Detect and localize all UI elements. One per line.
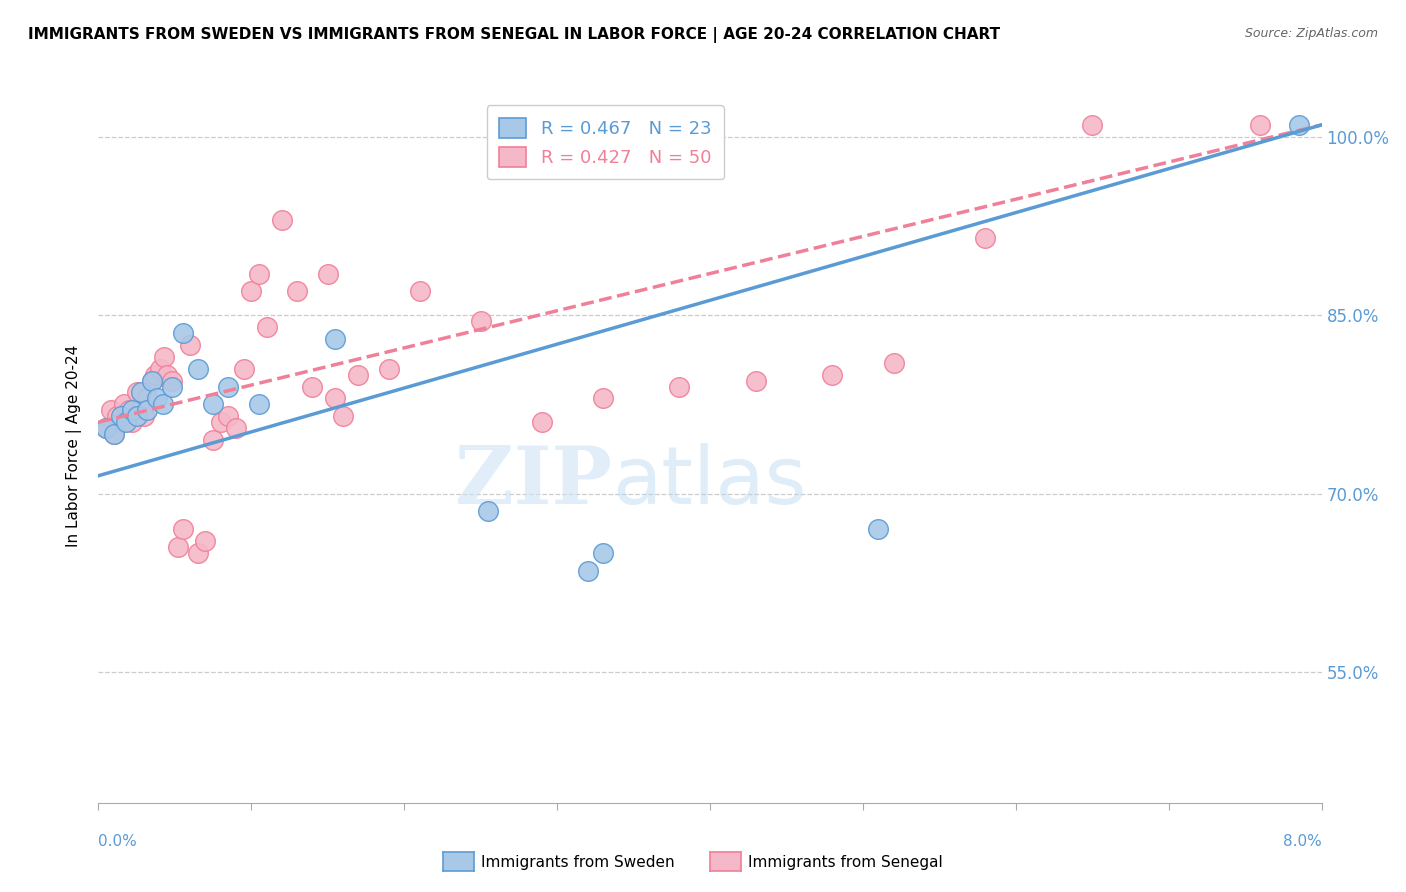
Point xyxy=(160,374,183,388)
Point xyxy=(136,403,159,417)
Point xyxy=(160,379,183,393)
Text: Immigrants from Senegal: Immigrants from Senegal xyxy=(748,855,943,870)
Point xyxy=(745,374,768,388)
Point xyxy=(194,534,217,549)
Point xyxy=(301,379,323,393)
Point xyxy=(134,409,156,424)
Point xyxy=(141,374,163,388)
Point xyxy=(592,546,614,560)
Point xyxy=(103,427,125,442)
Point xyxy=(477,504,499,518)
Point xyxy=(1081,118,1104,132)
Point xyxy=(821,368,844,382)
Point xyxy=(202,433,225,447)
Point xyxy=(232,361,254,376)
Point xyxy=(1288,118,1310,132)
Point xyxy=(172,326,194,340)
Point xyxy=(94,421,117,435)
Point xyxy=(100,403,122,417)
Point xyxy=(668,379,690,393)
Point xyxy=(247,267,270,281)
Point xyxy=(530,415,553,429)
Point xyxy=(187,361,209,376)
Point xyxy=(868,522,890,536)
Point xyxy=(408,285,430,299)
Point xyxy=(187,546,209,560)
Legend: R = 0.467   N = 23, R = 0.427   N = 50: R = 0.467 N = 23, R = 0.427 N = 50 xyxy=(486,105,724,179)
Point xyxy=(217,409,239,424)
Point xyxy=(217,379,239,393)
Point xyxy=(325,332,347,346)
Text: Immigrants from Sweden: Immigrants from Sweden xyxy=(481,855,675,870)
Point xyxy=(270,213,294,227)
Point xyxy=(883,356,905,370)
Text: Source: ZipAtlas.com: Source: ZipAtlas.com xyxy=(1244,27,1378,40)
Point xyxy=(94,421,117,435)
Point xyxy=(179,338,201,352)
Point xyxy=(136,392,159,406)
Point xyxy=(576,564,599,578)
Point xyxy=(125,409,148,424)
Point xyxy=(247,397,270,411)
Text: 0.0%: 0.0% xyxy=(98,834,138,849)
Point xyxy=(141,374,163,388)
Text: 8.0%: 8.0% xyxy=(1282,834,1322,849)
Point xyxy=(118,403,141,417)
Point xyxy=(347,368,370,382)
Point xyxy=(167,540,190,554)
Point xyxy=(105,409,128,424)
Point xyxy=(115,415,138,429)
Point xyxy=(121,415,143,429)
Point xyxy=(110,415,132,429)
Point xyxy=(332,409,354,424)
Point xyxy=(592,392,614,406)
Point xyxy=(225,421,247,435)
Y-axis label: In Labor Force | Age 20-24: In Labor Force | Age 20-24 xyxy=(66,345,83,547)
Point xyxy=(209,415,232,429)
Point xyxy=(470,314,492,328)
Point xyxy=(121,403,143,417)
Point xyxy=(974,231,997,245)
Point xyxy=(325,392,347,406)
Point xyxy=(285,285,308,299)
Point xyxy=(129,385,152,400)
Point xyxy=(152,397,174,411)
Point xyxy=(112,397,135,411)
Point xyxy=(143,368,166,382)
Point xyxy=(125,385,148,400)
Point xyxy=(153,350,176,364)
Point xyxy=(110,409,132,424)
Point xyxy=(256,320,278,334)
Text: ZIP: ZIP xyxy=(456,442,612,521)
Point xyxy=(149,361,172,376)
Point xyxy=(240,285,263,299)
Text: atlas: atlas xyxy=(612,442,807,521)
Point xyxy=(172,522,194,536)
Point xyxy=(316,267,339,281)
Point xyxy=(1249,118,1271,132)
Point xyxy=(103,427,125,442)
Text: IMMIGRANTS FROM SWEDEN VS IMMIGRANTS FROM SENEGAL IN LABOR FORCE | AGE 20-24 COR: IMMIGRANTS FROM SWEDEN VS IMMIGRANTS FRO… xyxy=(28,27,1000,43)
Point xyxy=(128,403,150,417)
Point xyxy=(145,392,167,406)
Point xyxy=(202,397,225,411)
Point xyxy=(378,361,401,376)
Point xyxy=(156,368,179,382)
